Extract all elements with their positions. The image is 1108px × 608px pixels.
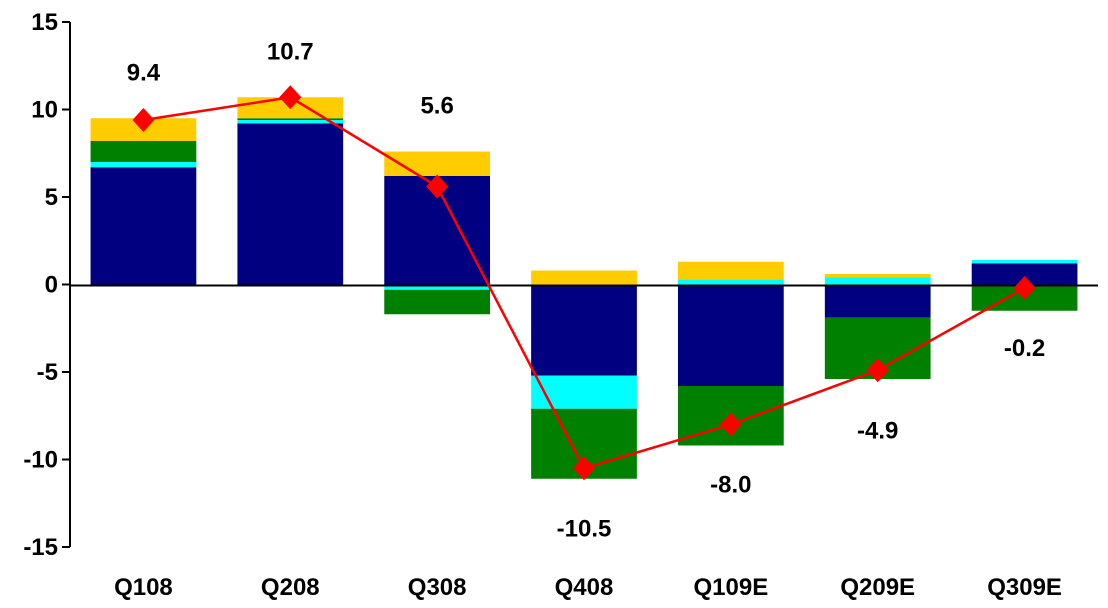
bar-segment: [531, 270, 637, 285]
bar-segment: [677, 284, 784, 386]
bar-segment: [384, 284, 491, 290]
y-tick-label: 10: [31, 97, 58, 124]
x-category-label: Q208: [261, 574, 320, 601]
y-tick-label: -15: [23, 534, 58, 561]
bar-segment: [824, 277, 931, 285]
line-point-marker: [1013, 276, 1036, 300]
bar-segment: [971, 263, 1078, 285]
bars-layer: [90, 97, 1078, 479]
y-tick-label: 15: [31, 9, 58, 36]
data-labels: 9.4 10.7 5.6 -10.5 -8.0 -4.9 -0.2: [127, 38, 1046, 542]
x-category-label: Q209E: [840, 574, 915, 601]
y-tick-label: 0: [45, 272, 58, 299]
data-label: -8.0: [710, 472, 751, 499]
data-label: -0.2: [1004, 335, 1045, 362]
line-point-marker: [573, 456, 595, 481]
bar-segment: [90, 141, 197, 162]
bar-segment: [237, 123, 344, 285]
y-tick-label: 5: [45, 184, 58, 211]
bar-segment: [971, 260, 1078, 264]
y-tick-label: -5: [37, 359, 58, 386]
bar-segment: [677, 279, 784, 285]
bar-segment: [237, 118, 344, 120]
bar-segment: [824, 284, 931, 318]
data-label: -10.5: [557, 515, 612, 542]
x-category-label: Q308: [408, 574, 467, 601]
bar-segment: [531, 284, 637, 376]
data-label: 5.6: [420, 93, 453, 120]
x-category-label: Q108: [114, 574, 173, 601]
x-category-label: Q408: [555, 574, 614, 601]
bar-segment: [237, 120, 344, 124]
y-tick-label: -10: [23, 447, 58, 474]
line-point-marker: [426, 174, 449, 199]
bar-segment: [824, 274, 931, 278]
y-ticks: 15 10 5 0 -5 -10 -15: [23, 9, 70, 561]
bar-segment: [90, 162, 197, 168]
x-category-label: Q309E: [987, 574, 1062, 601]
x-category-label: Q109E: [693, 574, 768, 601]
bar-segment: [384, 289, 491, 315]
data-label: -4.9: [857, 417, 898, 444]
line-layer: [132, 85, 1036, 481]
data-label: 10.7: [267, 38, 314, 65]
category-labels: Q108 Q208 Q308 Q408 Q109E Q209E Q309E: [114, 574, 1062, 601]
line-point-marker: [132, 108, 155, 132]
line-point-marker: [866, 358, 889, 383]
data-label: 9.4: [127, 59, 161, 86]
line-point-marker: [719, 412, 742, 437]
bar-segment: [677, 261, 784, 280]
bar-segment: [531, 375, 637, 409]
line-point-marker: [279, 85, 302, 110]
bar-segment: [90, 167, 197, 285]
